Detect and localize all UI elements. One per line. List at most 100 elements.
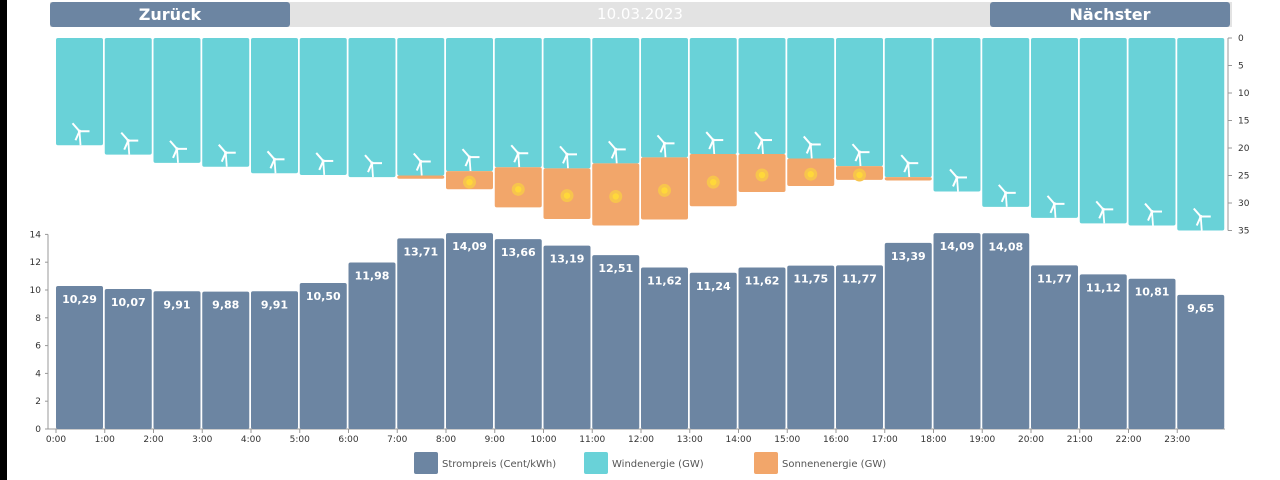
x-tick-label: 21:00 <box>1067 435 1093 445</box>
sun-icon-core <box>612 193 619 200</box>
sun-icon-core <box>466 178 473 186</box>
wind-bar <box>1031 38 1078 218</box>
price-value-label: 10,07 <box>111 296 146 309</box>
price-bar <box>494 239 542 429</box>
wind-turbine-icon <box>315 152 334 176</box>
wind-turbine-icon <box>754 131 772 155</box>
price-value-label: 9,91 <box>163 298 190 311</box>
price-bar <box>787 265 835 429</box>
wind-bar <box>836 38 883 167</box>
price-value-label: 14,08 <box>988 240 1023 253</box>
wind-bar <box>738 38 786 155</box>
solar-bar <box>397 175 445 179</box>
wind-bar <box>299 38 347 175</box>
energy-y-tick-label: 15 <box>1238 117 1249 127</box>
wind-bar <box>933 38 981 192</box>
wind-bar <box>592 38 640 164</box>
price-value-label: 13,66 <box>501 246 536 259</box>
sun-icon-core <box>856 171 863 179</box>
sun-icon-core <box>807 171 814 178</box>
wind-turbine-icon <box>900 154 919 178</box>
wind-turbine-icon <box>461 148 480 172</box>
price-y-tick-label: 6 <box>35 342 41 352</box>
x-tick-label: 6:00 <box>338 435 358 445</box>
price-value-label: 11,24 <box>696 280 731 293</box>
wind-turbine-icon <box>412 152 431 176</box>
legend-label: Windenergie (GW) <box>612 459 704 470</box>
price-y-tick-label: 14 <box>30 230 42 240</box>
price-bar <box>592 255 640 429</box>
wind-bar <box>348 38 396 178</box>
x-tick-label: 7:00 <box>387 435 407 445</box>
wind-turbine-icon <box>559 145 577 169</box>
wind-turbine-icon <box>997 184 1016 207</box>
price-value-label: 13,39 <box>891 250 926 263</box>
price-value-label: 11,77 <box>1037 272 1072 285</box>
date-label: 10.03.2023 <box>597 5 683 23</box>
price-bar <box>641 267 688 429</box>
x-tick-label: 1:00 <box>95 435 115 445</box>
wind-bar <box>543 38 591 169</box>
wind-turbine-icon <box>607 140 626 164</box>
back-button[interactable]: Zurück <box>50 2 290 27</box>
x-tick-label: 11:00 <box>579 435 605 445</box>
price-value-label: 9,88 <box>212 299 239 312</box>
wind-bar <box>689 38 737 155</box>
wind-bar <box>1079 38 1127 224</box>
x-tick-label: 23:00 <box>1164 435 1190 445</box>
energy-y-tick-label: 5 <box>1238 62 1244 72</box>
x-tick-label: 5:00 <box>290 435 310 445</box>
wind-turbine-icon <box>169 140 187 163</box>
next-button[interactable]: Nächster <box>990 2 1230 27</box>
wind-turbine-icon <box>1095 200 1114 224</box>
x-tick-label: 14:00 <box>726 435 752 445</box>
wind-bar <box>397 38 445 176</box>
price-value-label: 9,91 <box>261 298 288 311</box>
price-y-tick-label: 4 <box>35 369 41 379</box>
wind-turbine-icon <box>266 150 285 174</box>
price-value-label: 11,62 <box>647 274 682 287</box>
solar-bar <box>884 177 932 181</box>
sun-icon-core <box>710 178 717 186</box>
price-bar <box>348 262 396 429</box>
x-tick-label: 17:00 <box>872 435 898 445</box>
price-value-label: 10,29 <box>62 293 97 306</box>
energy-y-tick-label: 35 <box>1238 227 1249 237</box>
price-value-label: 13,71 <box>403 245 438 258</box>
price-bar <box>933 233 981 429</box>
price-y-tick-label: 0 <box>35 425 41 435</box>
x-tick-label: 18:00 <box>921 435 947 445</box>
x-tick-label: 2:00 <box>143 435 163 445</box>
wind-turbine-icon <box>705 131 724 155</box>
x-tick-label: 16:00 <box>823 435 849 445</box>
wind-turbine-icon <box>217 144 236 167</box>
wind-bar <box>641 38 688 158</box>
price-bar <box>153 291 201 429</box>
price-value-label: 13,19 <box>550 253 585 266</box>
price-bar <box>836 265 883 429</box>
price-bar <box>689 272 737 429</box>
wind-bar <box>1128 38 1176 226</box>
price-y-tick-label: 10 <box>30 286 42 296</box>
price-bar <box>299 283 347 429</box>
price-value-label: 11,75 <box>793 273 828 286</box>
legend-swatch <box>754 452 778 474</box>
price-value-label: 10,50 <box>306 290 341 303</box>
price-bar <box>982 233 1030 429</box>
price-bar <box>446 233 493 429</box>
wind-turbine-icon <box>802 135 821 159</box>
legend-swatch <box>414 452 438 474</box>
x-tick-label: 22:00 <box>1116 435 1142 445</box>
price-bar <box>1128 278 1176 429</box>
wind-bar <box>1177 38 1225 231</box>
sun-icon-core <box>661 187 668 194</box>
price-value-label: 10,81 <box>1135 286 1170 299</box>
sun-icon-core <box>563 192 571 199</box>
wind-turbine-icon <box>120 131 139 155</box>
x-tick-label: 12:00 <box>628 435 654 445</box>
price-bar <box>202 291 250 429</box>
sun-icon-core <box>758 171 766 179</box>
wind-bar <box>202 38 250 167</box>
x-tick-label: 15:00 <box>774 435 800 445</box>
